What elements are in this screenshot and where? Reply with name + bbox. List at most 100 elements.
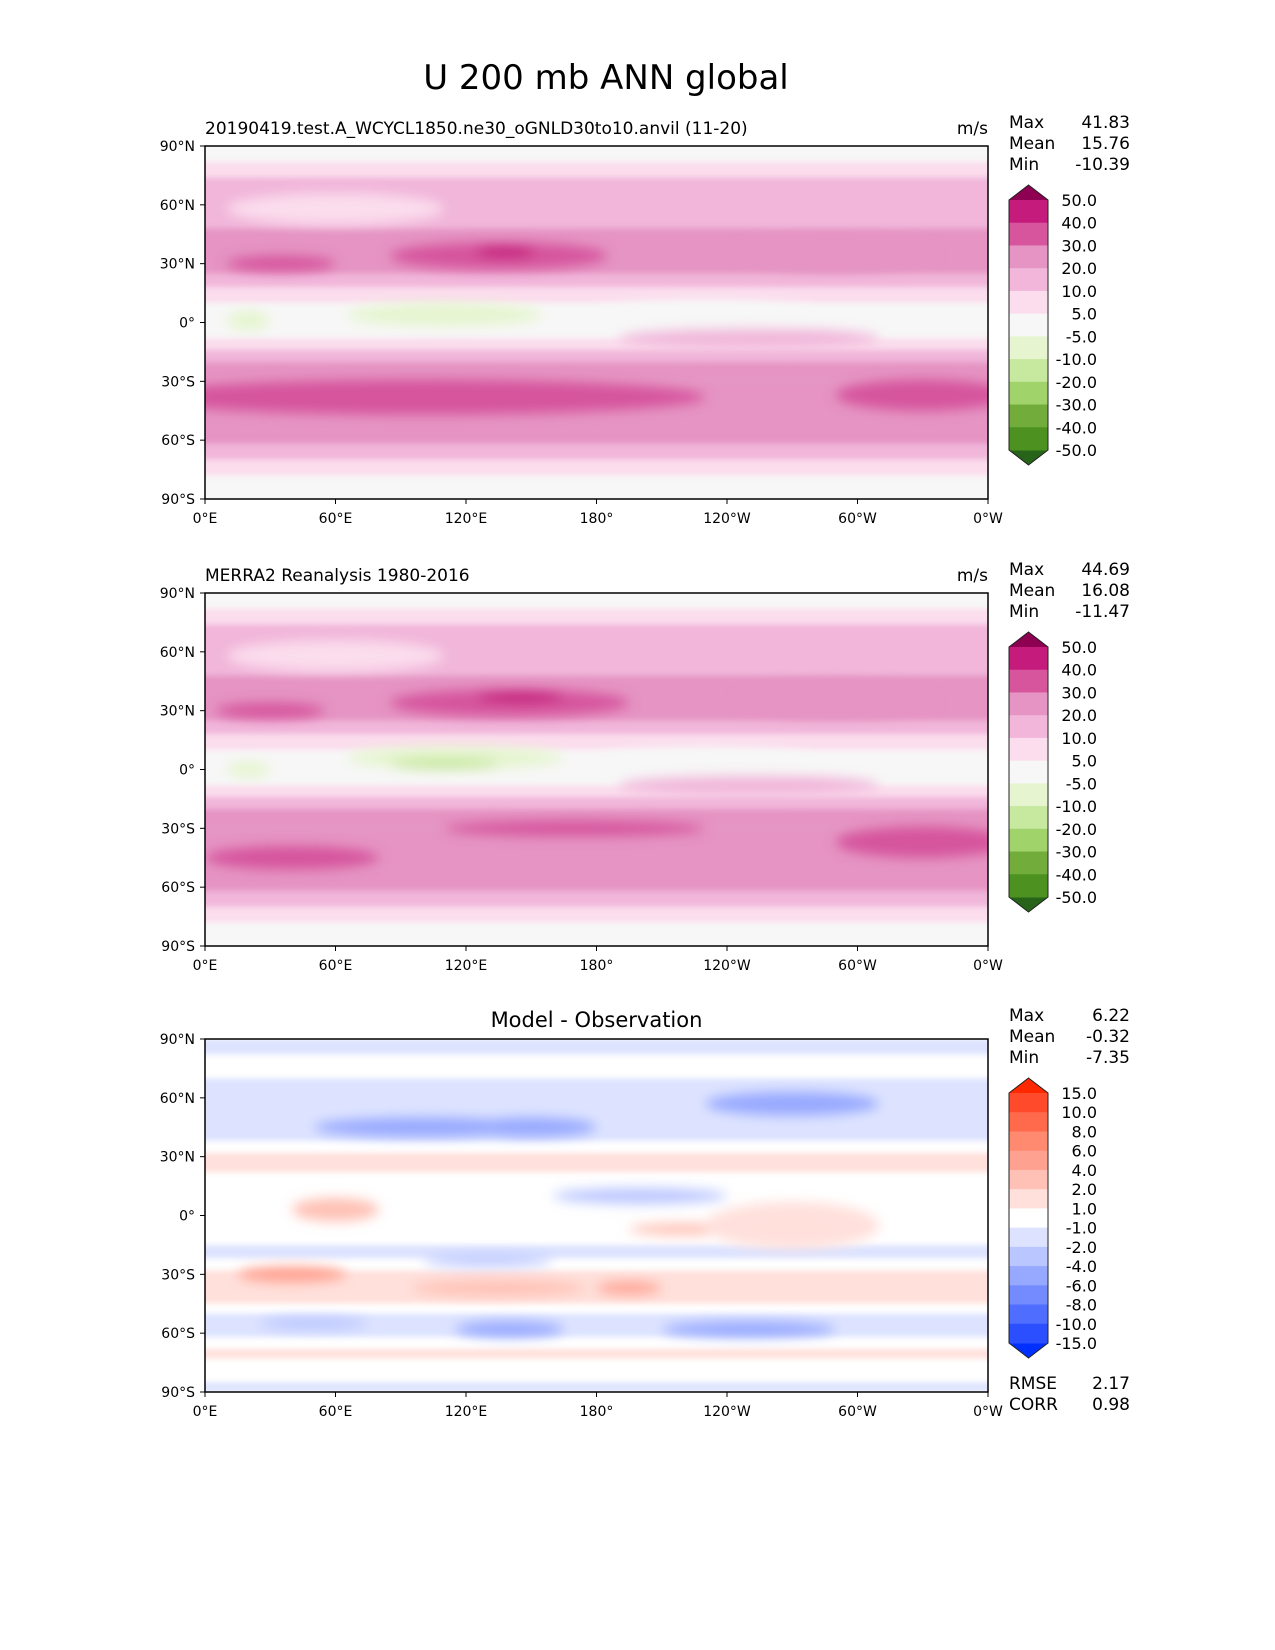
y-tick-label: 0°: [179, 763, 195, 779]
colorbar-extend-max: [1009, 1078, 1048, 1093]
zonal-band: [205, 1244, 988, 1259]
colorbar-tick-label: -40.0: [1056, 418, 1097, 437]
zonal-band: [205, 338, 988, 350]
colorbar-extend-min: [1009, 1343, 1048, 1358]
colorbar-extend-min: [1009, 897, 1048, 912]
colorbar-bin: [1009, 268, 1048, 292]
contour-feature: [205, 845, 379, 870]
stat-label: Max: [1009, 1006, 1044, 1026]
zonal-band: [205, 273, 988, 288]
colorbar-tick-label: 10.0: [1061, 1103, 1097, 1122]
stat-value: -7.35: [1086, 1048, 1130, 1068]
y-tick-label: 60°S: [161, 433, 195, 449]
contour-feature: [205, 379, 706, 415]
colorbar-tick-label: 20.0: [1061, 706, 1097, 725]
colorbar-bin: [1009, 783, 1048, 807]
colorbar-tick-label: -30.0: [1056, 843, 1097, 862]
colorbar-bin: [1009, 692, 1048, 716]
stat-value: 6.22: [1092, 1006, 1130, 1026]
zonal-band: [205, 1382, 988, 1392]
colorbar-bin: [1009, 715, 1048, 739]
y-tick-label: 90°N: [160, 139, 195, 155]
zonal-band: [205, 867, 988, 892]
stat-label: Min: [1009, 602, 1039, 622]
colorbar-bin: [1009, 200, 1048, 224]
map-panel-2: 0°E 60°E 120°E 180° 120°W 60°W 0°W 90°N 60°N 30°N…: [160, 560, 1130, 974]
colorbar-bin: [1009, 222, 1048, 246]
stat-label: Max: [1009, 560, 1044, 580]
colorbar-tick-label: 6.0: [1072, 1142, 1097, 1161]
y-tick-label: 0°: [179, 1209, 195, 1225]
contour-feature: [444, 820, 706, 837]
contour-feature: [259, 1317, 369, 1330]
x-tick-label: 60°W: [838, 511, 877, 527]
colorbar-tick-label: 50.0: [1061, 191, 1097, 210]
stat-value: -11.47: [1075, 602, 1130, 622]
colorbar-bin: [1009, 1150, 1048, 1171]
colorbar-bin: [1009, 737, 1048, 762]
contour-feature: [596, 1282, 662, 1294]
zonal-band: [205, 1140, 988, 1153]
corr-value: 0.98: [1092, 1395, 1130, 1415]
y-tick-label: 60°S: [161, 1326, 195, 1342]
x-tick-label: 60°E: [319, 511, 353, 527]
contour-feature: [455, 1321, 564, 1338]
colorbar-bin: [1009, 1227, 1048, 1248]
rmse-value: 2.17: [1092, 1374, 1130, 1394]
x-tick-label: 60°E: [319, 958, 353, 974]
contour-feature: [215, 702, 325, 719]
panel-title: MERRA2 Reanalysis 1980-2016: [205, 566, 470, 586]
zonal-band: [205, 1303, 988, 1314]
zonal-band: [205, 302, 988, 339]
colorbar-extend-min: [1009, 450, 1048, 465]
contour-feature: [422, 1254, 553, 1267]
zonal-band: [205, 459, 988, 476]
contour-feature: [618, 775, 880, 795]
colorbar-tick-label: 30.0: [1061, 236, 1097, 255]
x-tick-label: 0°E: [193, 1404, 218, 1420]
x-tick-label: 0°E: [193, 958, 218, 974]
x-tick-label: 0°W: [973, 1404, 1003, 1420]
colorbar-bin: [1009, 1208, 1048, 1229]
stat-label: Min: [1009, 155, 1039, 175]
zonal-band: [205, 1358, 988, 1383]
colorbar-tick-label: 40.0: [1061, 214, 1097, 233]
panel-title: Model - Observation: [491, 1008, 703, 1032]
colorbar-extend-max: [1009, 185, 1048, 200]
zonal-band: [205, 906, 988, 923]
contour-field: [205, 593, 988, 946]
colorbar-tick-label: 20.0: [1061, 259, 1097, 278]
contour-feature: [389, 689, 630, 717]
colorbar-bin: [1009, 404, 1048, 428]
colorbar-tick-label: -20.0: [1056, 373, 1097, 392]
y-tick-label: 90°S: [161, 939, 195, 955]
y-tick-label: 0°: [179, 316, 195, 332]
colorbar-tick-label: -6.0: [1066, 1276, 1097, 1295]
rmse-label: RMSE: [1009, 1374, 1057, 1394]
colorbar-bin: [1009, 1131, 1048, 1152]
colorbar: 50.0 40.0 30.0 20.0 10.0 5.0 -5.0 -10.0 -20.0 -30…: [1008, 631, 1097, 913]
colorbar-tick-label: 40.0: [1061, 661, 1097, 680]
colorbar-tick-label: -30.0: [1056, 396, 1097, 415]
contour-feature: [618, 328, 880, 348]
colorbar-bin: [1009, 1112, 1048, 1132]
x-tick-label: 120°E: [445, 958, 488, 974]
zonal-band: [205, 720, 988, 735]
colorbar-bin: [1009, 1266, 1048, 1286]
y-tick-label: 60°S: [161, 880, 195, 896]
zonal-band: [205, 593, 988, 609]
contour-feature: [737, 683, 934, 719]
contour-feature: [346, 302, 543, 327]
colorbar-bin: [1009, 1246, 1048, 1267]
contour-feature: [553, 1188, 727, 1204]
colorbar: 50.0 40.0 30.0 20.0 10.0 5.0 -5.0 -10.0 -20.0 -30…: [1008, 184, 1097, 466]
zonal-band: [205, 1152, 988, 1173]
colorbar-bin: [1009, 1304, 1048, 1325]
stat-label: Min: [1009, 1048, 1039, 1068]
contour-feature: [476, 691, 564, 703]
y-tick-label: 90°N: [160, 1032, 195, 1048]
zonal-band: [205, 287, 988, 303]
zonal-band: [205, 349, 988, 362]
x-tick-label: 180°: [580, 1404, 614, 1420]
